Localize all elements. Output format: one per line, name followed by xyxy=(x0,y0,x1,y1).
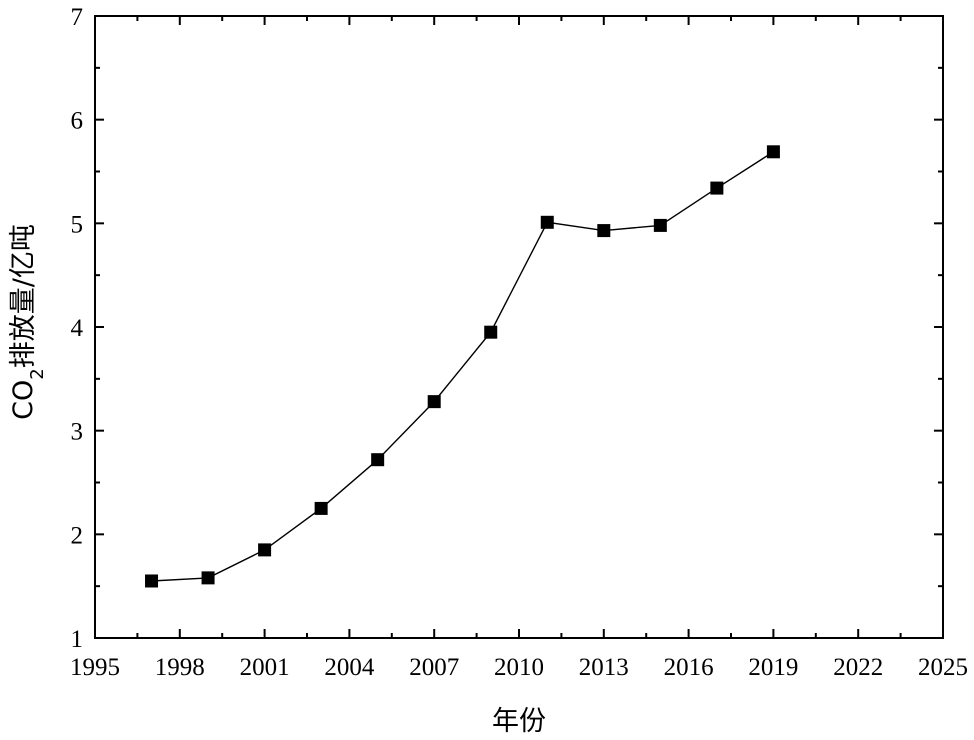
x-tick-label: 2016 xyxy=(664,654,714,681)
data-markers xyxy=(145,145,780,588)
x-tick-label: 2025 xyxy=(918,654,968,681)
x-tick-label: 1995 xyxy=(70,654,120,681)
x-tick-label: 2022 xyxy=(833,654,883,681)
data-point xyxy=(766,145,780,159)
y-axis-title-suffix: 排放量/亿吨 xyxy=(8,224,39,368)
y-tick-label: 5 xyxy=(71,211,84,238)
data-point xyxy=(653,218,667,232)
data-point xyxy=(201,571,215,585)
x-tick-label: 2019 xyxy=(748,654,798,681)
x-tick-label: 2007 xyxy=(409,654,459,681)
y-axis-title: CO2排放量/亿吨 xyxy=(8,224,48,420)
data-point xyxy=(314,501,328,515)
x-tick-label: 2001 xyxy=(240,654,290,681)
y-tick-labels: 1 2 3 4 5 6 7 xyxy=(71,4,84,653)
y-tick-label: 2 xyxy=(71,522,84,549)
data-point xyxy=(484,325,498,339)
x-tick-label: 1998 xyxy=(155,654,205,681)
y-tick-label: 6 xyxy=(71,108,84,135)
x-tick-label: 2010 xyxy=(494,654,544,681)
x-axis-title: 年份 xyxy=(492,706,546,737)
y-tick-label: 7 xyxy=(71,4,84,31)
data-point xyxy=(427,395,441,409)
data-point xyxy=(540,215,554,229)
minor-ticks xyxy=(95,16,943,638)
y-tick-label: 3 xyxy=(71,419,84,446)
major-ticks xyxy=(94,15,944,639)
data-point xyxy=(258,543,272,557)
plot-frame xyxy=(94,15,944,639)
data-point xyxy=(371,453,385,467)
data-point xyxy=(145,574,159,588)
x-tick-labels: 1995 1998 2001 2004 2007 2010 2013 2016 2019 2022… xyxy=(70,654,968,681)
data-point xyxy=(597,224,611,238)
series-line xyxy=(151,151,774,582)
y-tick-label: 4 xyxy=(71,315,84,342)
y-tick-label: 1 xyxy=(71,626,84,653)
x-tick-label: 2004 xyxy=(324,654,375,681)
x-tick-label: 2013 xyxy=(579,654,629,681)
data-point xyxy=(710,181,724,195)
y-axis-title-subscript: 2 xyxy=(27,368,48,379)
y-axis-title-prefix: CO xyxy=(8,380,39,420)
